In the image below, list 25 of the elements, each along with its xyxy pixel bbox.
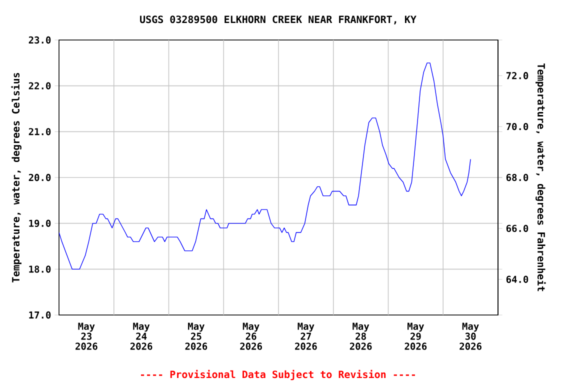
x-tick-label: May 25 2026 (185, 322, 208, 350)
x-tick-label: May 30 2026 (460, 322, 482, 350)
x-tick-label: May 28 2026 (350, 322, 372, 350)
chart-title: USGS 03289500 ELKHORN CREEK NEAR FRANKFORT, KY (140, 16, 416, 24)
y2-tick-label: 66.0 (506, 224, 528, 232)
y-tick-label: 18.0 (29, 266, 51, 273)
y2-axis-title: Temperature, water, degrees Fahrenheit (536, 64, 546, 292)
y-tick-label: 21.0 (28, 128, 51, 136)
line-series (59, 62, 471, 270)
y-tick-label: 22.0 (28, 82, 51, 90)
x-tick-label: May 29 2026 (404, 322, 427, 350)
y2-tick-label: 64.0 (506, 276, 528, 283)
y-tick-label: 23.0 (28, 36, 51, 44)
text: ---- Provisional Data Subject to Revision ---- (141, 370, 415, 380)
x-tick-label: May 26 2026 (240, 322, 262, 350)
x-tick-label: May 23 2026 (76, 322, 98, 350)
y2-tick-label: 68.0 (506, 174, 528, 182)
x-tick-label: May 27 2026 (295, 322, 317, 350)
y-tick-label: 17.0 (29, 311, 51, 319)
y-axis-title: Temperature, water, degrees Celsius (11, 72, 22, 282)
x-tick-label: May 24 2026 (130, 322, 152, 350)
y2-tick-label: 70.0 (506, 122, 528, 130)
y-tick-label: 20.0 (28, 174, 51, 182)
y2-tick-label: 72.0 (506, 72, 528, 80)
y-tick-label: 19.0 (29, 220, 51, 227)
